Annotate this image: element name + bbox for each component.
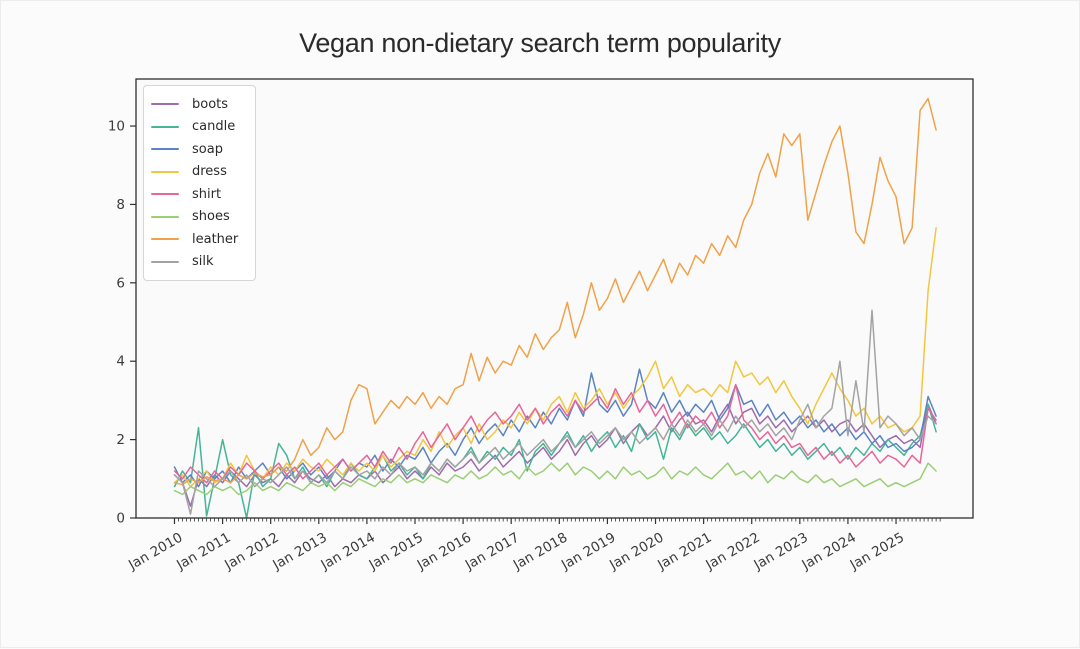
series-line-candle	[173, 403, 937, 519]
legend-label: boots	[192, 96, 229, 112]
x-tick-label: Jan 2015	[366, 530, 426, 574]
x-tick-label: Jan 2021	[654, 530, 714, 574]
legend-item-soap: soap	[151, 138, 247, 161]
y-tick-label: 0	[116, 511, 125, 527]
legend-label: silk	[192, 254, 214, 270]
y-tick-label: 4	[116, 354, 125, 370]
legend-swatch-soap	[151, 148, 179, 151]
legend-label: shoes	[192, 209, 230, 225]
x-tick-label: Jan 2013	[269, 530, 329, 574]
x-tick-label: Jan 2023	[750, 530, 810, 574]
legend-swatch-shirt	[151, 193, 179, 196]
x-tick-label: Jan 2019	[558, 530, 618, 574]
x-tick-label: Jan 2010	[125, 530, 185, 574]
x-tick-label: Jan 2020	[606, 530, 666, 574]
legend-label: candle	[192, 119, 236, 135]
x-tick-label: Jan 2017	[462, 530, 522, 574]
x-tick-label: Jan 2012	[221, 530, 281, 574]
legend-swatch-boots	[151, 103, 179, 106]
series-line-soap	[173, 368, 937, 488]
x-tick-label: Jan 2025	[847, 530, 907, 574]
x-tick-label: Jan 2024	[799, 530, 859, 574]
legend-swatch-leather	[151, 238, 179, 241]
x-tick-label: Jan 2016	[414, 530, 474, 574]
series-line-shoes	[173, 462, 937, 496]
y-tick-label: 10	[108, 119, 125, 135]
x-tick-label: Jan 2022	[702, 530, 762, 574]
x-tick-label: Jan 2014	[318, 530, 378, 574]
legend: boots candle soap dress shirt shoes leather sil…	[143, 85, 256, 281]
legend-item-shirt: shirt	[151, 183, 247, 206]
axes-frame	[135, 78, 974, 519]
legend-item-dress: dress	[151, 161, 247, 184]
x-tick-label: Jan 2018	[510, 530, 570, 574]
legend-swatch-candle	[151, 125, 179, 128]
legend-swatch-shoes	[151, 215, 179, 218]
y-tick-label: 6	[116, 275, 125, 291]
series-line-dress	[173, 227, 937, 488]
legend-item-candle: candle	[151, 116, 247, 139]
legend-item-shoes: shoes	[151, 206, 247, 229]
legend-item-boots: boots	[151, 93, 247, 116]
legend-item-silk: silk	[151, 251, 247, 274]
series-line-leather	[173, 97, 937, 486]
series-line-shirt	[173, 383, 937, 484]
plot-background	[136, 79, 973, 518]
legend-item-leather: leather	[151, 228, 247, 251]
y-tick-label: 8	[116, 197, 125, 213]
legend-label: soap	[192, 141, 223, 157]
y-tick-label: 2	[116, 432, 125, 448]
series-line-silk	[173, 309, 937, 515]
legend-label: leather	[192, 231, 239, 247]
legend-label: shirt	[192, 186, 222, 202]
chart-title: Vegan non-dietary search term popularity	[299, 28, 781, 58]
x-tick-label: Jan 2011	[173, 530, 233, 574]
legend-label: dress	[192, 164, 227, 180]
legend-swatch-silk	[151, 260, 179, 263]
legend-swatch-dress	[151, 170, 179, 173]
